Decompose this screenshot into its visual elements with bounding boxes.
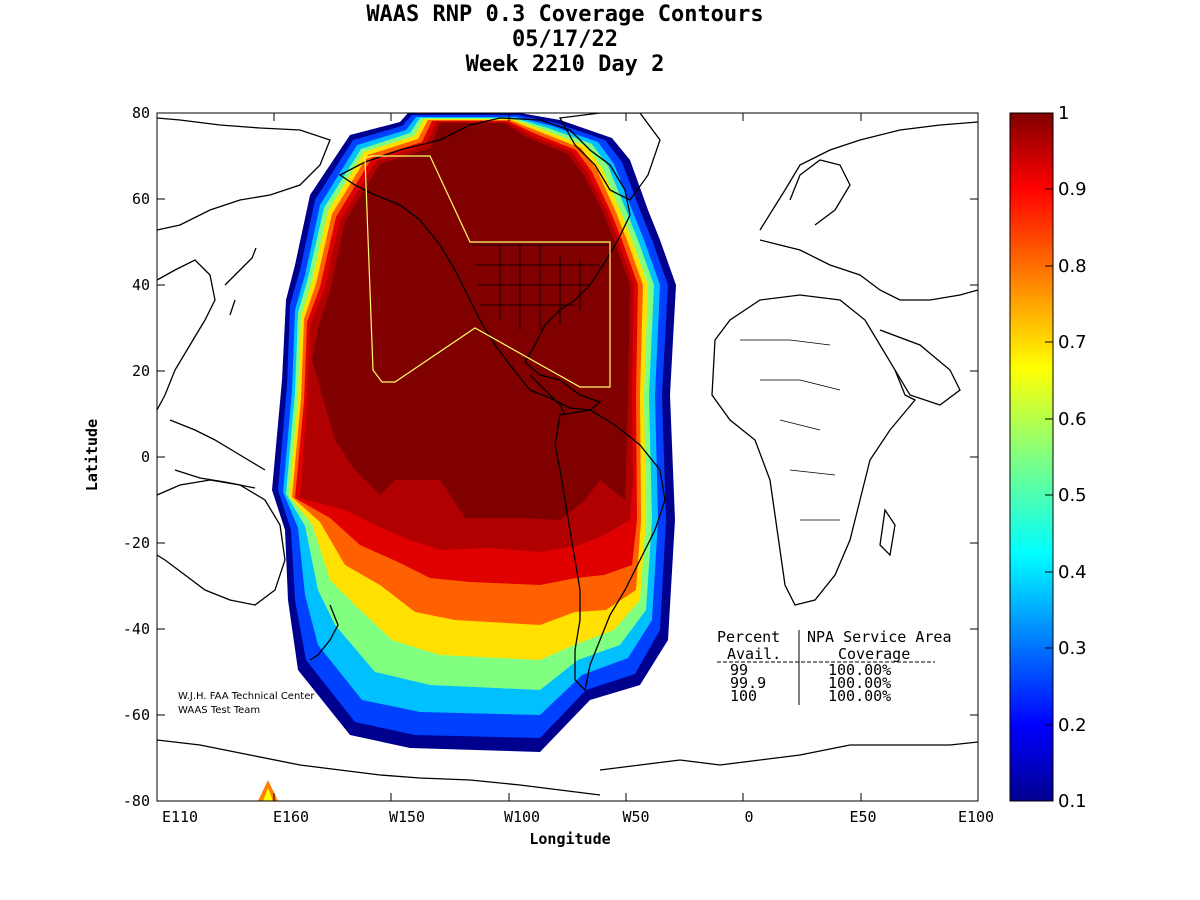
table-subheader-avail: Avail. <box>727 645 781 663</box>
x-tick-marks <box>156 113 979 801</box>
colorbar-tick-label: 1 <box>1058 103 1069 124</box>
table-cell-avail: 99 <box>730 661 748 679</box>
table-cell-coverage: 100.00% <box>828 661 891 679</box>
y-tick-label: -80 <box>123 792 150 810</box>
coast-africa <box>711 294 917 606</box>
colorbar-tick-label: 0.3 <box>1058 638 1087 659</box>
colorbar-tick-label: 0.8 <box>1058 256 1087 277</box>
colorbar <box>1009 112 1054 802</box>
colorbar-ticks <box>1045 112 1053 802</box>
y-tick-label: -20 <box>123 534 150 552</box>
colorbar-tick-label: 0.1 <box>1058 791 1087 812</box>
coastlines <box>157 113 978 796</box>
table-cell-coverage: 100.00% <box>828 687 891 705</box>
coast-greenland <box>558 113 661 201</box>
africa-borders <box>740 339 841 521</box>
y-axis-title: Latitude <box>83 419 101 491</box>
x-tick-label: E50 <box>849 808 876 826</box>
y-tick-label: 80 <box>132 104 150 122</box>
coast-madagascar <box>879 508 896 557</box>
credit-line-2: WAAS Test Team <box>178 705 260 716</box>
colorbar-tick-label: 0.2 <box>1058 715 1087 736</box>
y-tick-label: 20 <box>132 362 150 380</box>
table-subheader-coverage: Coverage <box>838 645 910 663</box>
colorbar-tick-label: 0.6 <box>1058 409 1087 430</box>
x-tick-label: 0 <box>744 808 753 826</box>
coverage-band-1-0 <box>312 123 630 520</box>
colorbar-tick-label: 0.7 <box>1058 332 1087 353</box>
x-tick-label: E100 <box>958 808 994 826</box>
usa-state-lines <box>472 244 610 330</box>
x-axis-title: Longitude <box>529 830 610 848</box>
title-line-2: 05/17/22 <box>512 27 618 52</box>
y-tick-label: -60 <box>123 706 150 724</box>
coast-asia <box>157 117 331 411</box>
table-header-percent: Percent <box>717 628 780 646</box>
coast-indonesia <box>169 419 266 489</box>
coast-japan <box>224 247 257 316</box>
coast-arabia <box>879 329 961 406</box>
credit-line-1: W.J.H. FAA Technical Center <box>178 691 315 702</box>
table-cell-avail: 100 <box>730 687 757 705</box>
colorbar-tick-label: 0.9 <box>1058 179 1087 200</box>
x-tick-label: E160 <box>273 808 309 826</box>
coast-central-america <box>529 374 566 416</box>
service-area-outline <box>364 155 611 388</box>
npa-service-area-polygon <box>364 155 611 388</box>
table-cell-coverage: 100.00% <box>828 674 891 692</box>
y-tick-label: 60 <box>132 190 150 208</box>
title-line-1: WAAS RNP 0.3 Coverage Contours <box>366 2 764 27</box>
x-tick-label: W150 <box>389 808 425 826</box>
x-tick-label: W100 <box>504 808 540 826</box>
coast-scandinavia <box>789 159 851 226</box>
coast-north-america <box>338 117 631 411</box>
colorbar-tick-label: 0.4 <box>1058 562 1087 583</box>
coast-australia <box>157 479 286 606</box>
y-tick-label: 0 <box>141 448 150 466</box>
coast-antarctica <box>157 739 978 796</box>
x-tick-label: W50 <box>622 808 649 826</box>
coast-new-zealand <box>309 604 339 661</box>
x-tick-label: E110 <box>162 808 198 826</box>
title-line-3: Week 2210 Day 2 <box>465 52 665 77</box>
y-tick-label: -40 <box>123 620 150 638</box>
y-tick-label: 40 <box>132 276 150 294</box>
colorbar-tick-label: 0.5 <box>1058 485 1087 506</box>
coast-europe <box>759 121 978 301</box>
coverage-table: Percent NPA Service Area Avail. Coverage… <box>717 628 952 705</box>
table-header-npa: NPA Service Area <box>807 628 952 646</box>
coast-south-america <box>554 409 666 692</box>
table-cell-avail: 99.9 <box>730 674 766 692</box>
y-tick-marks <box>157 112 978 802</box>
coverage-blip-antarctic-inner <box>263 788 273 801</box>
